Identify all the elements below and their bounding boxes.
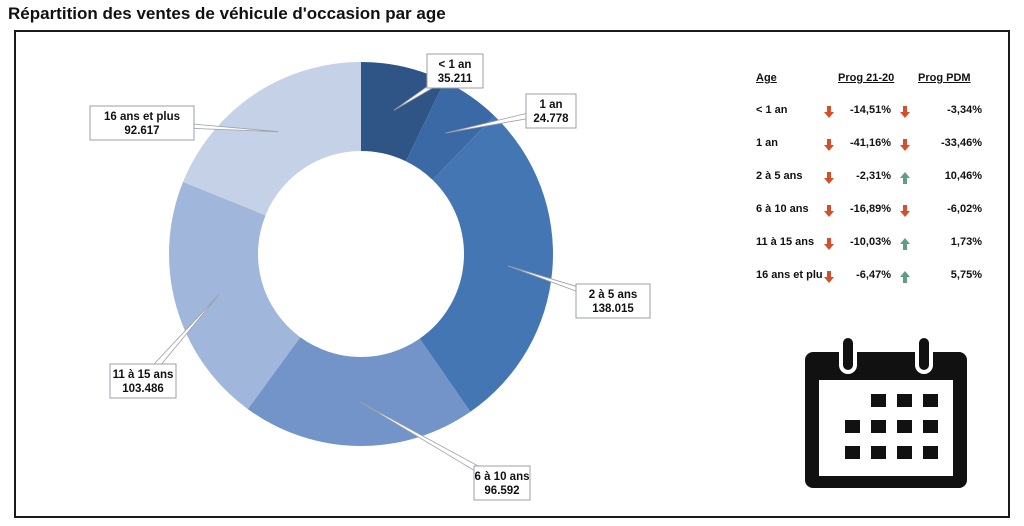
data-label-value: 92.617 bbox=[124, 125, 159, 137]
arrow-down-icon bbox=[823, 270, 835, 284]
data-label-category: 16 ans et plus bbox=[104, 111, 180, 123]
table-row: 2 à 5 ans -2,31% 10,46% bbox=[756, 170, 986, 188]
slice-1-an bbox=[405, 81, 495, 180]
arrow-down-icon bbox=[823, 204, 835, 218]
data-label-value: 103.486 bbox=[122, 383, 164, 395]
row-prog-pdm: 5,75% bbox=[950, 269, 982, 281]
header-prog-21-20: Prog 21-20 bbox=[838, 72, 895, 84]
callout-box bbox=[473, 465, 531, 501]
arrow-down-icon bbox=[823, 237, 835, 251]
row-prog-21-20: -16,89% bbox=[850, 203, 891, 215]
donut-chart: < 1 an 35.211 1 an 24.778 2 à 5 ans 138.015 6 … bbox=[89, 53, 651, 501]
data-label-category: 11 à 15 ans bbox=[113, 369, 174, 381]
row-prog-pdm: -3,34% bbox=[947, 104, 982, 116]
arrow-down-icon bbox=[823, 138, 835, 152]
table-row: < 1 an -14,51% -3,34% bbox=[756, 104, 986, 122]
callout-box bbox=[426, 53, 484, 89]
data-label-category: 1 an bbox=[539, 99, 562, 111]
callout-box bbox=[89, 105, 195, 141]
row-age-label: 2 à 5 ans bbox=[756, 170, 803, 182]
data-label-category: 2 à 5 ans bbox=[589, 289, 638, 301]
table-row: 6 à 10 ans -16,89% -6,02% bbox=[756, 203, 986, 221]
table-row: 16 ans et plus -6,47% 5,75% bbox=[756, 269, 986, 287]
calendar-icon bbox=[805, 334, 967, 488]
data-label-category: 6 à 10 ans bbox=[475, 471, 530, 483]
header-age: Age bbox=[756, 72, 777, 84]
row-age-label: 16 ans et plus bbox=[756, 269, 822, 281]
callout-box bbox=[525, 93, 577, 129]
row-age-label: 1 an bbox=[756, 137, 779, 149]
row-prog-21-20: -2,31% bbox=[856, 170, 891, 182]
data-label-value: 138.015 bbox=[592, 303, 634, 315]
row-prog-pdm: 10,46% bbox=[944, 170, 982, 182]
arrow-up-icon bbox=[899, 237, 911, 251]
row-prog-21-20: -41,16% bbox=[850, 137, 891, 149]
slice-11-15-ans bbox=[169, 181, 301, 410]
row-age-label: < 1 an bbox=[756, 104, 788, 116]
data-label-value: 35.211 bbox=[438, 73, 473, 85]
callout-box bbox=[575, 283, 651, 319]
header-prog-pdm: Prog PDM bbox=[918, 72, 971, 84]
arrow-down-icon bbox=[823, 105, 835, 119]
table-row: 1 an -41,16% -33,46% bbox=[756, 137, 986, 155]
chart-frame: < 1 an 35.211 1 an 24.778 2 à 5 ans 138.015 6 … bbox=[14, 30, 1010, 518]
chart-title: Répartition des ventes de véhicule d'occ… bbox=[8, 4, 446, 23]
data-label-category: < 1 an bbox=[439, 59, 472, 71]
arrow-down-icon bbox=[899, 138, 911, 152]
row-prog-pdm: -33,46% bbox=[941, 137, 982, 149]
slice-16-ans-et-plus bbox=[183, 62, 361, 216]
arrow-down-icon bbox=[899, 105, 911, 119]
data-label-value: 24.778 bbox=[533, 113, 569, 125]
callout-box bbox=[109, 363, 177, 399]
arrow-up-icon bbox=[899, 171, 911, 185]
arrow-up-icon bbox=[899, 270, 911, 284]
table-row: 11 à 15 ans -10,03% 1,73% bbox=[756, 236, 986, 254]
slice-1-an bbox=[361, 62, 445, 162]
row-prog-21-20: -14,51% bbox=[850, 104, 891, 116]
slice-6-10-ans bbox=[247, 337, 471, 447]
row-prog-21-20: -10,03% bbox=[850, 236, 891, 248]
arrow-down-icon bbox=[899, 204, 911, 218]
row-age-label: 6 à 10 ans bbox=[756, 203, 809, 215]
arrow-down-icon bbox=[823, 171, 835, 185]
row-prog-21-20: -6,47% bbox=[856, 269, 891, 281]
row-age-label: 11 à 15 ans bbox=[756, 236, 815, 248]
data-label-value: 96.592 bbox=[484, 485, 519, 497]
slice-2-5-ans bbox=[419, 115, 554, 412]
row-prog-pdm: -6,02% bbox=[947, 203, 982, 215]
row-prog-pdm: 1,73% bbox=[950, 236, 982, 248]
